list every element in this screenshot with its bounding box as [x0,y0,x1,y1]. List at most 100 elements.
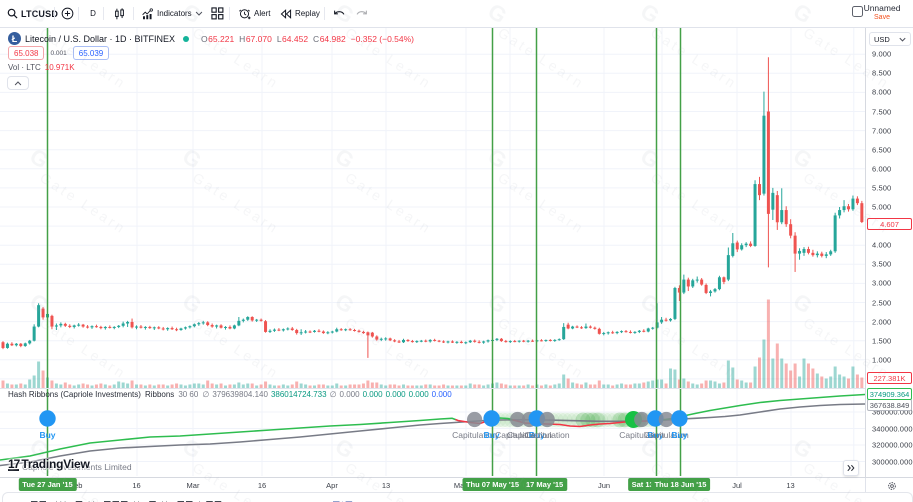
volume-bar [847,378,850,389]
recovery-band-circle [575,412,591,428]
volume-bar [464,385,468,389]
chart-pane[interactable]: Buy Capitulation Buy Capitulation Capitulati… [0,28,865,477]
candle-body [811,252,815,256]
recovery-band-circle [580,412,596,428]
candle-body [103,326,107,329]
indicator-value: 0.000 [339,390,360,399]
price-axis-label: 6.000 [872,164,892,174]
price-axis[interactable]: USD 9.000 8.500 8.000 7.500 7.000 6.500 6.000 5… [865,28,913,477]
volume-bar [486,384,490,389]
layout-checkbox[interactable] [852,6,863,17]
candle-body [637,330,641,332]
candle-body [5,343,9,348]
symbol-title[interactable]: Litecoin / U.S. Dollar · 1D · BITFINEX [25,33,176,44]
indicator-templates-button[interactable] [195,0,203,27]
candle-body [94,326,98,328]
volume-bar [660,379,664,389]
candle-body [664,319,668,321]
volume-bar [206,380,210,389]
volume-bar [602,384,606,389]
volume-bar [829,376,833,389]
price-axis-label: 7.000 [872,126,892,136]
candle-body [798,250,802,254]
candle-body [121,323,125,326]
volume-legend-row[interactable]: Vol · LTC 10.971K [8,63,75,72]
candle-body [139,326,143,328]
candle-body [704,284,708,293]
candle-body [686,279,690,287]
indicators-icon [141,7,154,20]
candle-body [112,326,116,328]
volume-bar [143,385,147,389]
candle-body [459,341,463,343]
alert-button[interactable]: Alert [238,0,270,27]
bid-price[interactable]: 65.038 [8,46,45,60]
ask-price[interactable]: 65.039 [72,46,110,60]
tradingview-logo[interactable]: 17 TradingView [8,457,90,471]
bottom-toolbar-fragment: ▬▬ ··· ▬ ·· ▬▬▬ ·· ▬ ·· ▬▬ · ▬▬ [31,498,224,502]
candle-body [299,332,303,334]
indicator-title: Hash Ribbons (Capriole Investments) [8,390,141,399]
chevron-down-icon [195,11,203,16]
volume-bar [455,385,459,389]
hash-ribbons-legend[interactable]: Hash Ribbons (Capriole Investments) Ribb… [8,390,455,399]
candle-body [228,326,232,329]
candle-body [628,331,632,333]
interval-button[interactable]: D [86,0,100,27]
candle-body [308,331,312,333]
volume-bar [820,376,824,389]
undo-button[interactable] [333,0,346,27]
volume-bar [348,384,352,389]
candle-body [259,319,263,321]
candle-body [419,340,423,342]
candle-body [677,287,681,293]
candle-body [669,318,672,321]
litecoin-logo-icon: Ł [8,32,21,45]
time-axis[interactable]: Feb16Mar16Apr13MayJunJul13Tue 27 Jan '15… [0,477,913,493]
layout-grid-button[interactable] [211,0,224,27]
volume-bar [103,384,107,389]
candle-body [855,198,859,204]
volume-bar [833,366,837,389]
candle-body [428,339,432,342]
price-and-indicator-chart: Buy CapitulationBuyCapitulationCapitulati… [0,28,865,476]
bid-ask-row: 65.038 0.001 65.039 [8,46,110,60]
candle-body [272,329,276,331]
currency-selector[interactable]: USD [869,32,911,46]
layout-name[interactable]: Unnamed [863,3,901,13]
save-button[interactable]: Save [874,14,890,21]
compare-add-symbol-button[interactable] [61,0,74,27]
spread-value: 0.001 [50,49,67,57]
change-value: −0.352 (−0.54%) [350,33,415,44]
volume-bar [566,378,570,389]
axis-corner-separator [865,478,866,493]
candle-body [620,331,624,333]
collapse-legend-button[interactable] [7,76,29,90]
volume-bar [499,383,503,389]
chart-style-button[interactable] [113,0,126,27]
indicators-button[interactable]: Indicators [141,0,192,27]
candle-body [424,340,428,342]
candle-body [571,326,575,329]
volume-bar [28,379,32,389]
volume-bar [704,380,708,389]
volume-bar [215,384,219,389]
volume-bar [793,363,797,389]
symbol-search-button[interactable]: LTCUSD [7,0,58,27]
candle-body [375,336,379,340]
top-toolbar: LTCUSD D Indicators [0,0,913,28]
go-to-realtime-button[interactable] [843,460,859,476]
replay-button[interactable]: Replay [280,0,320,27]
candle-body [646,328,650,332]
indicator-value: 379639804.140 [212,390,268,399]
redo-button[interactable] [355,0,368,27]
gear-icon[interactable] [879,479,905,492]
price-axis-label: 3.500 [872,259,892,269]
volume-bar [339,385,343,389]
candle-body [477,341,481,343]
candle-body [281,329,285,331]
volume-bar [197,383,201,389]
volume-bar [19,383,23,389]
candle-body [504,341,508,343]
volume-bar [597,380,601,389]
